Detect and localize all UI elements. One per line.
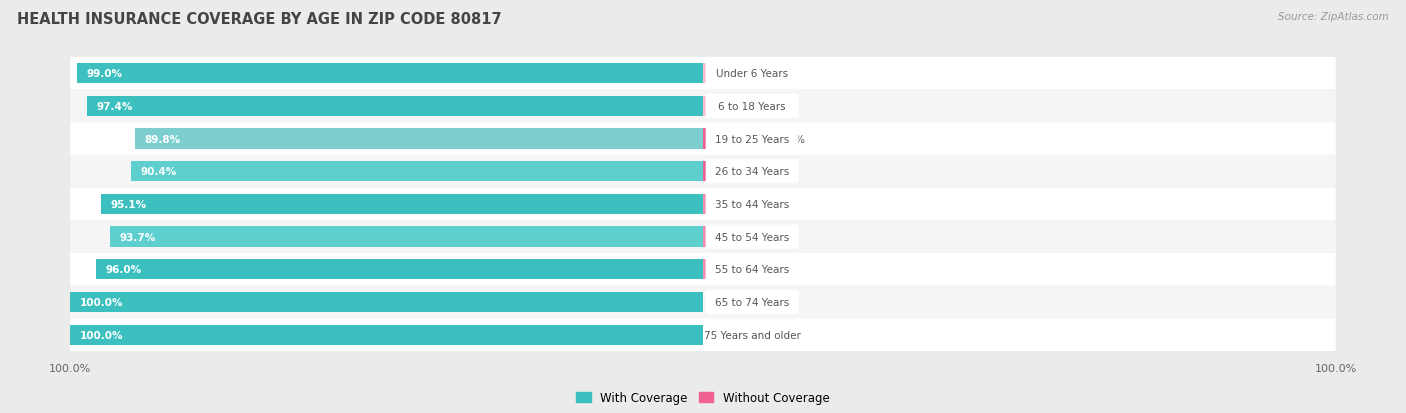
Bar <box>703 259 728 280</box>
Text: 97.4%: 97.4% <box>96 102 132 112</box>
FancyBboxPatch shape <box>70 221 1336 253</box>
Text: 96.0%: 96.0% <box>105 265 141 275</box>
FancyBboxPatch shape <box>706 258 799 282</box>
Text: 4.0%: 4.0% <box>734 265 759 275</box>
FancyBboxPatch shape <box>70 253 1336 286</box>
Text: 35 to 44 Years: 35 to 44 Years <box>714 199 789 209</box>
FancyBboxPatch shape <box>706 95 799 119</box>
Text: 6.3%: 6.3% <box>748 232 775 242</box>
Text: 95.1%: 95.1% <box>111 199 146 209</box>
Text: Under 6 Years: Under 6 Years <box>716 69 789 79</box>
Bar <box>76 64 703 84</box>
Text: 9.6%: 9.6% <box>769 167 796 177</box>
FancyBboxPatch shape <box>70 90 1336 123</box>
Bar <box>703 64 710 84</box>
FancyBboxPatch shape <box>70 188 1336 221</box>
Bar <box>135 129 703 150</box>
Text: 4.9%: 4.9% <box>740 199 765 209</box>
FancyBboxPatch shape <box>706 62 799 86</box>
Text: 2.6%: 2.6% <box>724 102 751 112</box>
Text: 45 to 54 Years: 45 to 54 Years <box>714 232 789 242</box>
Bar <box>87 97 703 117</box>
FancyBboxPatch shape <box>706 290 799 314</box>
Bar <box>703 97 720 117</box>
Text: 0.0%: 0.0% <box>709 330 734 340</box>
FancyBboxPatch shape <box>70 123 1336 156</box>
Text: 6 to 18 Years: 6 to 18 Years <box>718 102 786 112</box>
Text: HEALTH INSURANCE COVERAGE BY AGE IN ZIP CODE 80817: HEALTH INSURANCE COVERAGE BY AGE IN ZIP … <box>17 12 502 27</box>
Text: 55 to 64 Years: 55 to 64 Years <box>714 265 789 275</box>
Text: 1.1%: 1.1% <box>716 69 741 79</box>
FancyBboxPatch shape <box>70 286 1336 318</box>
FancyBboxPatch shape <box>706 160 799 184</box>
FancyBboxPatch shape <box>70 318 1336 351</box>
Bar <box>96 259 703 280</box>
FancyBboxPatch shape <box>706 323 799 347</box>
Text: 100.0%: 100.0% <box>80 330 124 340</box>
Bar <box>70 325 703 345</box>
Bar <box>131 162 703 182</box>
Text: 75 Years and older: 75 Years and older <box>703 330 800 340</box>
Bar <box>703 195 734 214</box>
Text: 0.0%: 0.0% <box>709 297 734 307</box>
FancyBboxPatch shape <box>706 127 799 151</box>
Bar <box>70 292 703 312</box>
Text: 89.8%: 89.8% <box>145 134 180 144</box>
Bar <box>703 227 742 247</box>
Text: 90.4%: 90.4% <box>141 167 177 177</box>
FancyBboxPatch shape <box>706 225 799 249</box>
Text: Source: ZipAtlas.com: Source: ZipAtlas.com <box>1278 12 1389 22</box>
FancyBboxPatch shape <box>70 156 1336 188</box>
Text: 100.0%: 100.0% <box>80 297 124 307</box>
Bar <box>703 162 763 182</box>
Bar <box>101 195 703 214</box>
Bar <box>110 227 703 247</box>
FancyBboxPatch shape <box>706 192 799 216</box>
FancyBboxPatch shape <box>70 58 1336 90</box>
Text: 93.7%: 93.7% <box>120 232 156 242</box>
Legend: With Coverage, Without Coverage: With Coverage, Without Coverage <box>572 387 834 409</box>
Bar <box>703 129 768 150</box>
Text: 19 to 25 Years: 19 to 25 Years <box>714 134 789 144</box>
Text: 65 to 74 Years: 65 to 74 Years <box>714 297 789 307</box>
Text: 26 to 34 Years: 26 to 34 Years <box>714 167 789 177</box>
Text: 10.2%: 10.2% <box>773 134 806 144</box>
Text: 99.0%: 99.0% <box>86 69 122 79</box>
